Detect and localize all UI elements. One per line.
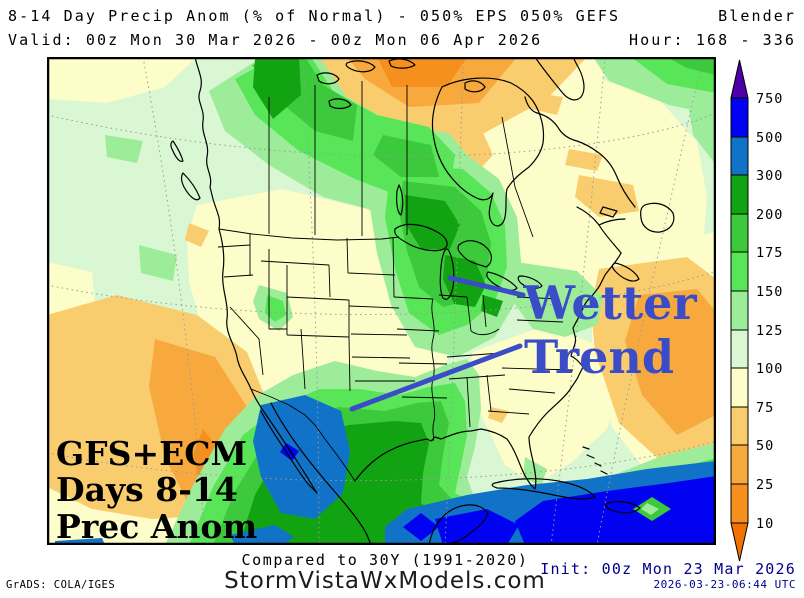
grads-credit: GrADS: COLA/IGES bbox=[6, 579, 116, 591]
climatology-note: Compared to 30Y (1991-2020) bbox=[241, 551, 529, 569]
colorbar-tick: 25 bbox=[756, 477, 774, 493]
colorbar-seg-175-200 bbox=[730, 213, 749, 253]
colorbar-seg-150-175 bbox=[730, 251, 749, 292]
colorbar-tick: 100 bbox=[756, 361, 783, 377]
run-timestamp: 2026-03-23-06:44 UTC bbox=[653, 578, 796, 591]
shade-500-750 bbox=[280, 443, 716, 545]
init-time-label: Init: 00z Mon 23 Mar 2026 bbox=[540, 560, 796, 578]
map-frame bbox=[46, 56, 717, 546]
colorbar-seg-300-500 bbox=[730, 136, 749, 176]
page-title: 8-14 Day Precip Anom (% of Normal) - 050… bbox=[8, 7, 621, 25]
precip-anomaly-map: Wetter Trend GFS+ECM Days 8-14 Prec Anom bbox=[46, 56, 717, 546]
wetter-trend-arrows bbox=[349, 275, 526, 412]
forecast-hour-label: Hour: 168 - 336 bbox=[629, 31, 796, 49]
colorbar-tick: 125 bbox=[756, 323, 783, 339]
init-info: Init: 00z Mon 23 Mar 2026 2026-03-23-06:… bbox=[540, 560, 796, 591]
graticule-lines bbox=[46, 56, 717, 546]
colorbar-tick: 75 bbox=[756, 400, 774, 416]
colorbar-seg-100-125 bbox=[730, 329, 749, 369]
colorbar-canvas: 750 500 300 200 175 150 125 100 75 50 25… bbox=[730, 59, 783, 562]
colorbar-tick: 50 bbox=[756, 438, 774, 454]
model-blend-label-line3: Prec Anom bbox=[56, 507, 257, 545]
colorbar-arrow-top bbox=[730, 59, 749, 99]
model-blend-label-line2: Days 8-14 bbox=[56, 470, 238, 509]
blend-label: Blender bbox=[718, 7, 796, 25]
site-watermark: StormVistaWxModels.com bbox=[224, 568, 546, 594]
header-row-2: Valid: 00z Mon 30 Mar 2026 - 00z Mon 06 … bbox=[8, 31, 796, 49]
state-borders bbox=[217, 81, 574, 482]
colorbar-seg-200-300 bbox=[730, 174, 749, 215]
wetter-trend-label-line2: Trend bbox=[524, 330, 674, 384]
colorbar-tick: 500 bbox=[756, 130, 783, 146]
colorbar: 750 500 300 200 175 150 125 100 75 50 25… bbox=[724, 55, 802, 567]
colorbar-seg-25-50 bbox=[730, 444, 749, 485]
colorbar-seg-10-25 bbox=[730, 483, 749, 524]
colorbar-tick: 175 bbox=[756, 245, 783, 261]
colorbar-tick-labels: 750 500 300 200 175 150 125 100 75 50 25… bbox=[756, 91, 783, 532]
valid-range-label: Valid: 00z Mon 30 Mar 2026 - 00z Mon 06 … bbox=[8, 31, 543, 49]
wetter-trend-label-line1: Wetter bbox=[522, 276, 697, 330]
colorbar-arrow-bottom bbox=[730, 522, 749, 562]
colorbar-seg-75-100 bbox=[730, 367, 749, 408]
colorbar-tick: 300 bbox=[756, 168, 783, 184]
model-blend-label-line1: GFS+ECM bbox=[56, 434, 247, 473]
map-canvas: Wetter Trend GFS+ECM Days 8-14 Prec Anom bbox=[46, 56, 717, 546]
colorbar-seg-500-750 bbox=[730, 97, 749, 138]
coastlines bbox=[170, 56, 675, 546]
colorbar-tick: 750 bbox=[756, 91, 783, 107]
shade-jamaica-diamond bbox=[633, 497, 671, 521]
colorbar-tick: 200 bbox=[756, 207, 783, 223]
colorbar-tick: 150 bbox=[756, 284, 783, 300]
colorbar-tick: 10 bbox=[756, 516, 774, 532]
annotation-arrow-south bbox=[349, 343, 523, 412]
footer-center: Compared to 30Y (1991-2020) StormVistaWx… bbox=[185, 551, 585, 594]
annotation-arrow-great-lakes bbox=[447, 275, 526, 298]
header-row-1: 8-14 Day Precip Anom (% of Normal) - 050… bbox=[8, 7, 796, 25]
colorbar-seg-125-150 bbox=[730, 290, 749, 331]
colorbar-seg-50-75 bbox=[730, 406, 749, 446]
